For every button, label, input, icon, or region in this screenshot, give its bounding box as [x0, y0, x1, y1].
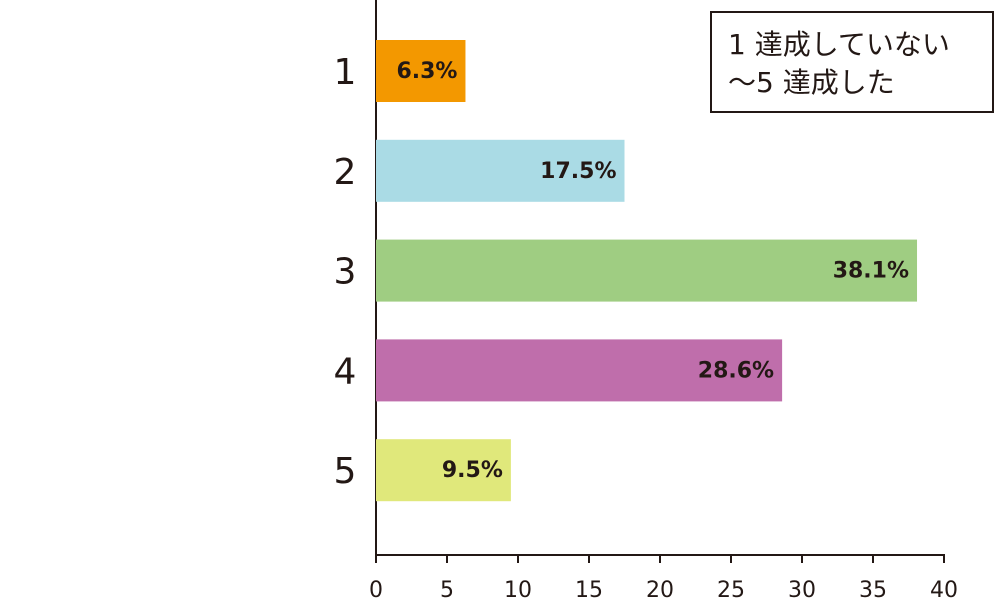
- y-tick-label: 1: [334, 52, 357, 93]
- x-tick-label: 10: [504, 578, 532, 600]
- x-tick-label: 35: [859, 578, 887, 600]
- value-label: 28.6%: [698, 358, 774, 383]
- annotation: 〜5 達成した: [728, 66, 895, 99]
- value-label: 17.5%: [540, 159, 616, 184]
- x-tick-label: 25: [717, 578, 745, 600]
- bar: [376, 339, 783, 402]
- y-tick-label: 5: [334, 451, 357, 492]
- y-tick-label: 3: [334, 252, 357, 293]
- annotation: 1 達成していない: [728, 28, 950, 61]
- x-tick-label: 15: [575, 578, 603, 600]
- value-label: 9.5%: [442, 458, 503, 483]
- x-tick-label: 20: [646, 578, 674, 600]
- legend-box: [710, 11, 994, 113]
- bar: [376, 40, 466, 102]
- bar: [376, 239, 918, 302]
- x-tick-label: 0: [369, 578, 383, 600]
- y-tick-label: 2: [334, 152, 357, 193]
- value-label: 6.3%: [396, 59, 457, 84]
- x-tick-label: 5: [440, 578, 454, 600]
- x-tick-label: 30: [788, 578, 816, 600]
- x-tick-label: 40: [930, 578, 958, 600]
- bar: [376, 439, 511, 502]
- bar: [376, 139, 625, 202]
- y-tick-label: 4: [334, 351, 357, 392]
- value-label: 38.1%: [833, 259, 909, 284]
